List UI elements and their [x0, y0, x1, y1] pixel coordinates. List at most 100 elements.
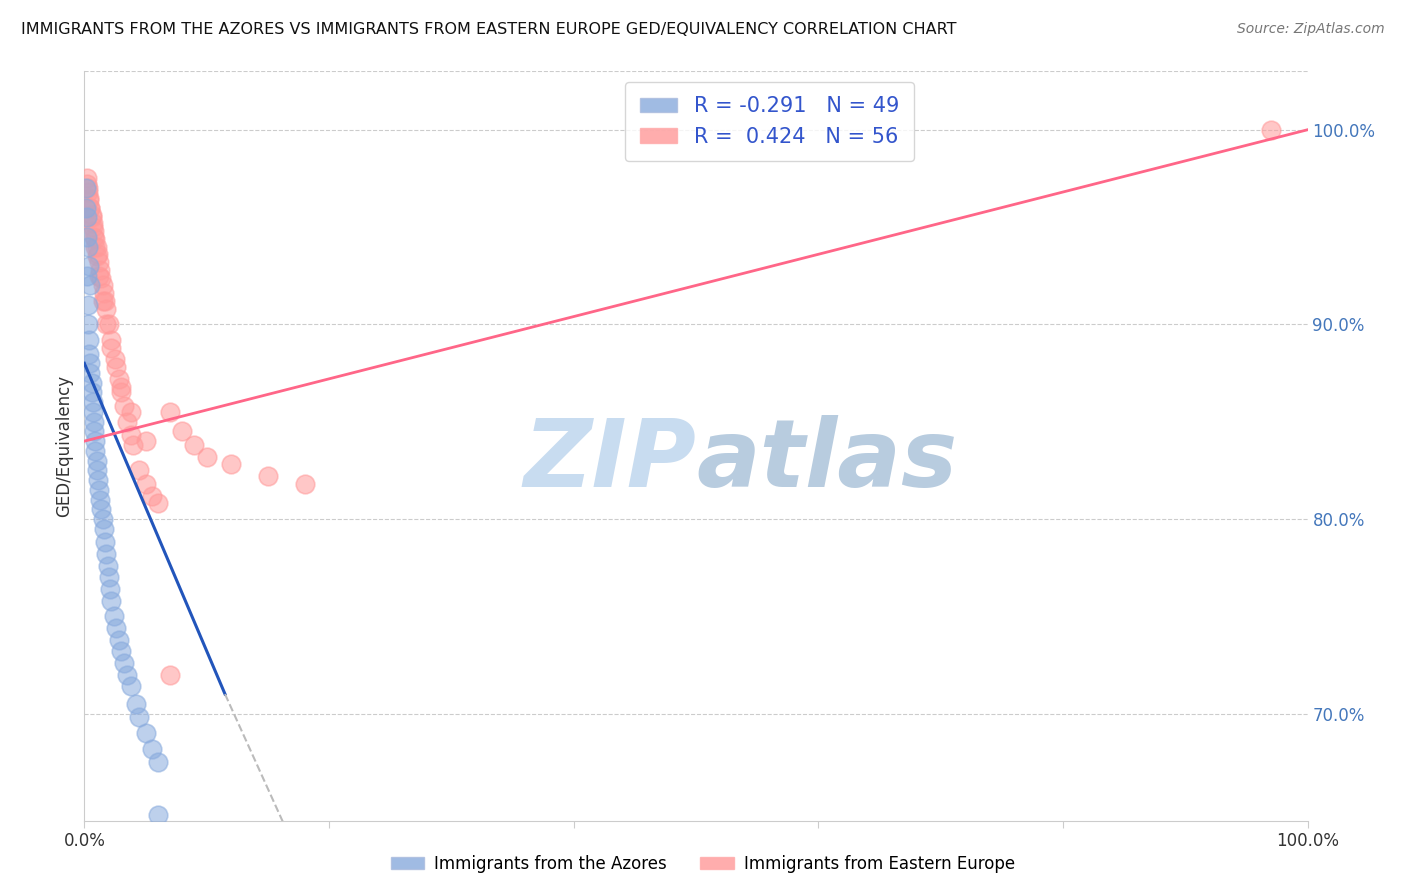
Point — [77, 259, 100, 273]
Point — [120, 428, 142, 442]
Point — [89, 263, 111, 277]
Point — [77, 185, 100, 199]
Point — [77, 318, 100, 332]
Point — [75, 201, 97, 215]
Point — [159, 405, 181, 419]
Point — [76, 268, 98, 283]
Point — [83, 224, 105, 238]
Point — [84, 434, 107, 449]
Point — [94, 293, 117, 308]
Point — [77, 191, 100, 205]
Point — [93, 286, 115, 301]
Legend: R = -0.291   N = 49, R =  0.424   N = 56: R = -0.291 N = 49, R = 0.424 N = 56 — [626, 82, 914, 161]
Point — [105, 360, 128, 375]
Point — [110, 379, 132, 393]
Point — [115, 667, 138, 681]
Point — [77, 346, 100, 360]
Point — [76, 211, 98, 225]
Point — [91, 278, 114, 293]
Point — [91, 512, 114, 526]
Point — [100, 333, 122, 347]
Point — [87, 483, 110, 497]
Point — [91, 293, 114, 308]
Point — [107, 632, 129, 647]
Point — [79, 356, 101, 370]
Text: IMMIGRANTS FROM THE AZORES VS IMMIGRANTS FROM EASTERN EUROPE GED/EQUIVALENCY COR: IMMIGRANTS FROM THE AZORES VS IMMIGRANTS… — [21, 22, 956, 37]
Point — [77, 239, 100, 253]
Point — [75, 181, 97, 195]
Point — [86, 249, 108, 263]
Point — [84, 443, 107, 458]
Point — [115, 415, 138, 429]
Point — [82, 216, 104, 230]
Point — [84, 239, 107, 253]
Point — [104, 352, 127, 367]
Point — [76, 171, 98, 186]
Point — [80, 208, 103, 222]
Point — [96, 301, 118, 316]
Point — [83, 425, 105, 439]
Point — [120, 405, 142, 419]
Point — [86, 453, 108, 467]
Point — [87, 255, 110, 269]
Point — [97, 570, 120, 584]
Point — [87, 268, 110, 283]
Text: atlas: atlas — [696, 415, 957, 507]
Point — [82, 395, 104, 409]
Point — [135, 726, 157, 740]
Point — [84, 232, 107, 246]
Point — [146, 756, 169, 770]
Point — [128, 710, 150, 724]
Point — [80, 376, 103, 390]
Point — [112, 399, 135, 413]
Point — [112, 656, 135, 670]
Point — [103, 609, 125, 624]
Point — [77, 181, 100, 195]
Point — [183, 438, 205, 452]
Point — [83, 415, 105, 429]
Point — [96, 318, 118, 332]
Point — [79, 366, 101, 380]
Point — [82, 405, 104, 419]
Point — [294, 477, 316, 491]
Point — [97, 558, 120, 573]
Point — [141, 489, 163, 503]
Point — [105, 621, 128, 635]
Point — [80, 211, 103, 225]
Point — [141, 741, 163, 756]
Point — [128, 463, 150, 477]
Point — [98, 582, 121, 596]
Point — [110, 644, 132, 658]
Point — [77, 193, 100, 207]
Point — [79, 201, 101, 215]
Point — [172, 425, 194, 439]
Point — [89, 492, 111, 507]
Point — [146, 496, 169, 510]
Point — [195, 450, 218, 464]
Point — [80, 385, 103, 400]
Point — [76, 178, 98, 192]
Point — [257, 469, 280, 483]
Point — [79, 201, 101, 215]
Point — [146, 807, 169, 822]
Point — [86, 239, 108, 253]
Point — [90, 502, 112, 516]
Legend: Immigrants from the Azores, Immigrants from Eastern Europe: Immigrants from the Azores, Immigrants f… — [384, 848, 1022, 880]
Point — [122, 438, 145, 452]
Point — [90, 270, 112, 285]
Point — [135, 477, 157, 491]
Point — [135, 434, 157, 449]
Point — [107, 372, 129, 386]
Point — [87, 473, 110, 487]
Point — [110, 385, 132, 400]
Point — [94, 535, 117, 549]
Point — [159, 667, 181, 681]
Point — [100, 341, 122, 355]
Point — [96, 547, 118, 561]
Point — [219, 458, 242, 472]
Point — [77, 298, 100, 312]
Point — [79, 278, 101, 293]
Point — [1260, 122, 1282, 136]
Point — [82, 220, 104, 235]
Y-axis label: GED/Equivalency: GED/Equivalency — [55, 375, 73, 517]
